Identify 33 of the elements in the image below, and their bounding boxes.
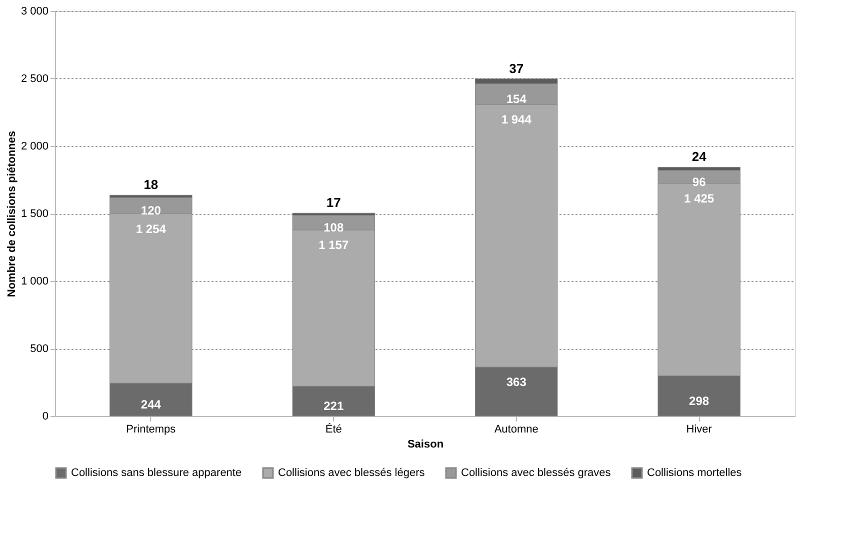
- x-axis-title: Saison: [407, 438, 444, 450]
- data-label: 37: [509, 60, 524, 76]
- y-tick-label: 500: [30, 343, 48, 355]
- data-label: 1 944: [501, 112, 532, 127]
- legend-label: Collisions avec blessés légers: [278, 467, 426, 479]
- data-label: 120: [140, 204, 162, 218]
- data-label: 17: [326, 195, 341, 210]
- y-tick-label: 1 500: [20, 208, 48, 220]
- y-tick-label: 0: [42, 410, 48, 422]
- data-label: 18: [144, 177, 158, 192]
- data-label: 96: [692, 174, 706, 189]
- data-label: 298: [689, 394, 710, 408]
- legend-label: Collisions sans blessure apparente: [71, 467, 242, 479]
- legend-label: Collisions mortelles: [647, 467, 742, 479]
- data-label: 1 425: [684, 192, 714, 206]
- y-tick-label: 2 000: [20, 140, 48, 152]
- y-tick-label: 3 000: [20, 6, 48, 18]
- y-tick-label: 2 500: [20, 73, 48, 85]
- data-label: 108: [324, 220, 344, 235]
- data-label: 154: [506, 92, 527, 106]
- data-label: 221: [324, 399, 344, 414]
- x-tick-label: Printemps: [126, 424, 176, 436]
- data-label: 1 254: [136, 222, 166, 236]
- legend-label: Collisions avec blessés graves: [461, 467, 612, 479]
- data-label: 1 157: [318, 238, 349, 252]
- x-tick-label: Hiver: [686, 424, 712, 436]
- data-label: 244: [140, 398, 162, 412]
- x-tick-label: Automne: [494, 424, 538, 436]
- data-label: 363: [506, 375, 527, 390]
- y-axis-title: Nombre de collisions piétonnes: [6, 130, 18, 298]
- y-tick-label: 1 000: [20, 276, 48, 288]
- x-tick-label: Été: [325, 422, 342, 436]
- data-label: 24: [692, 149, 708, 164]
